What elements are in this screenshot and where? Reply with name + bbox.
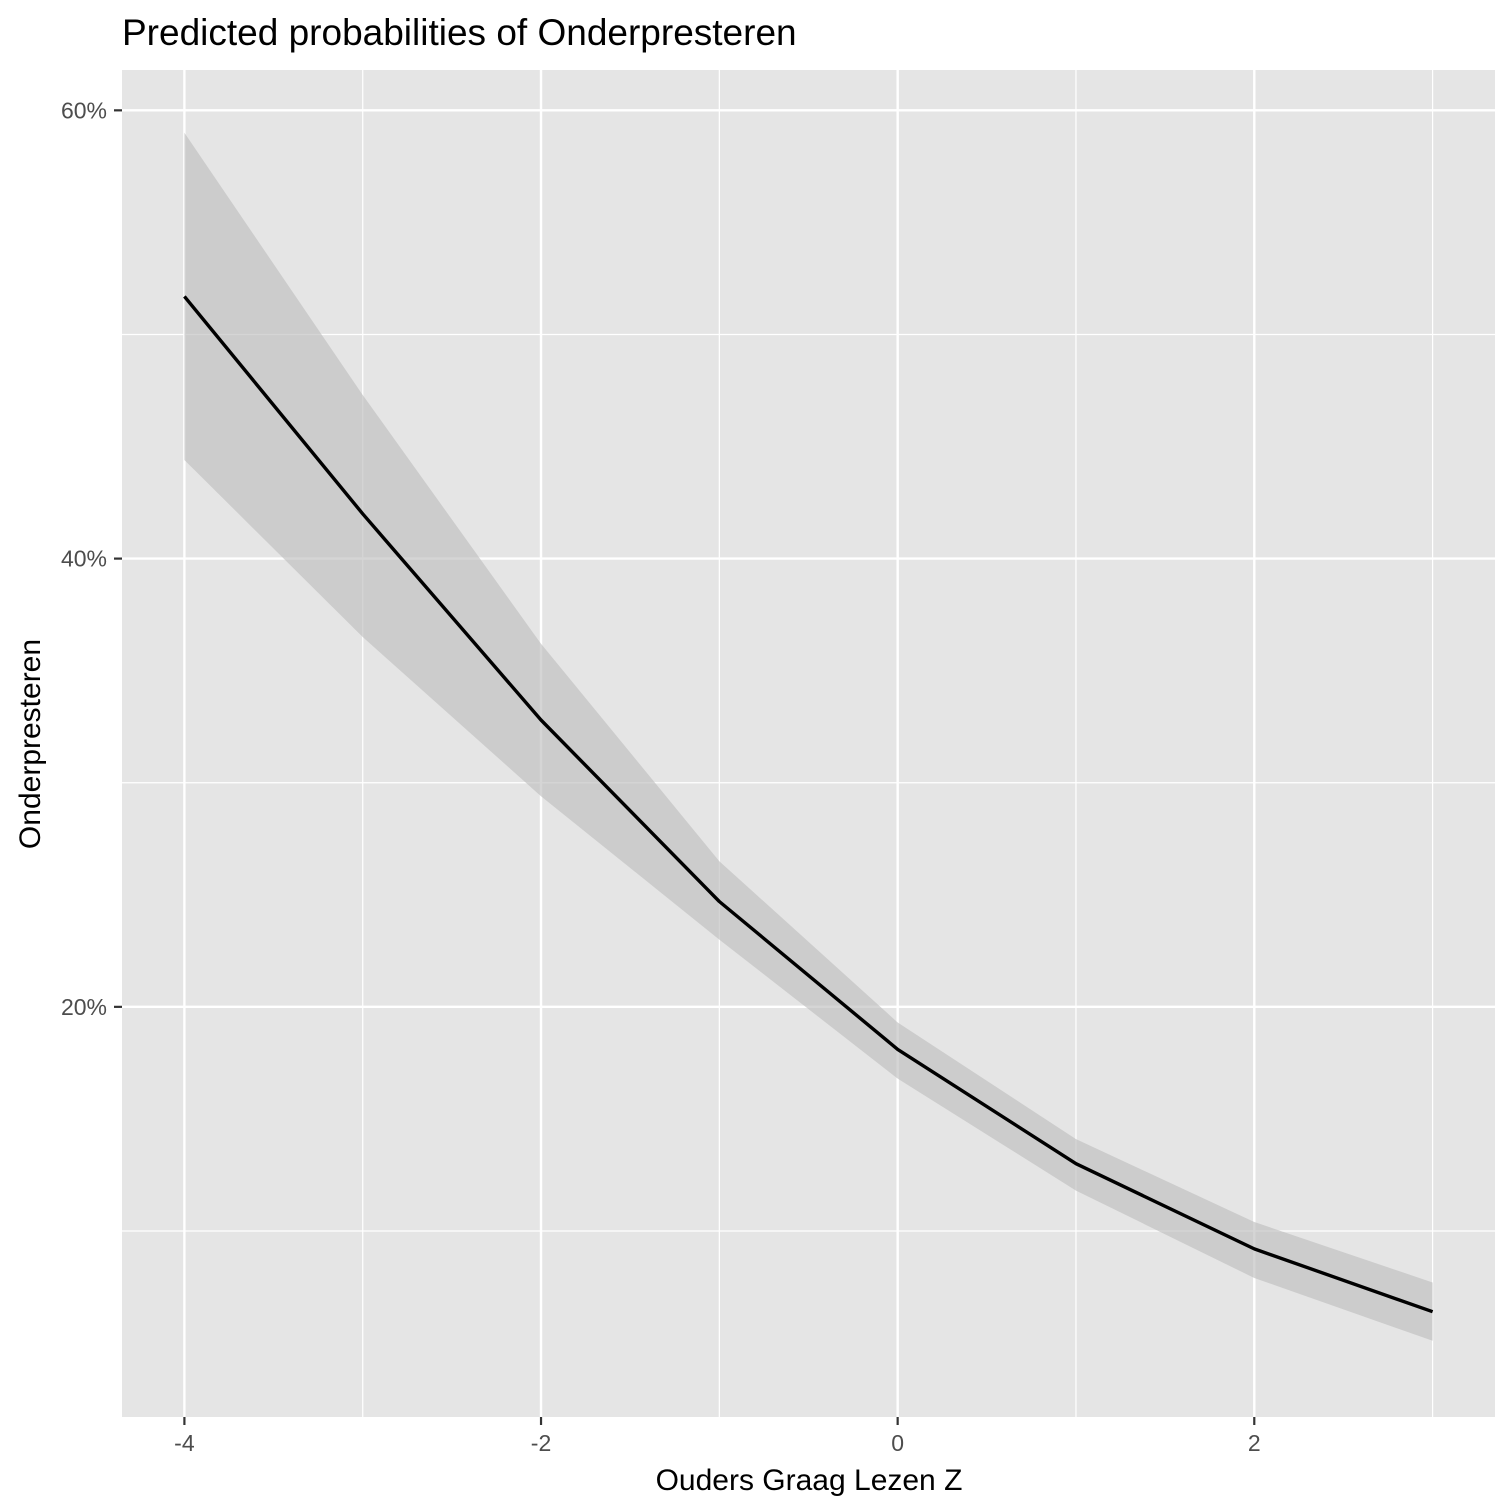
y-axis: 20% 40% 60%: [61, 97, 122, 1020]
x-tick-label: 2: [1248, 1430, 1261, 1456]
y-axis-title: Onderpresteren: [14, 639, 47, 849]
x-tick-label: 0: [891, 1430, 904, 1456]
x-axis: -4 -2 0 2: [174, 1417, 1261, 1456]
chart-title: Predicted probabilities of Onderprestere…: [122, 12, 797, 53]
minor-gridlines: [122, 70, 1495, 1417]
plot-panel: [122, 70, 1495, 1417]
y-tick-label: 60%: [61, 97, 107, 123]
x-tick-label: -2: [531, 1430, 551, 1456]
prediction-points: [184, 296, 1433, 1312]
y-tick-label: 40%: [61, 546, 107, 572]
y-tick-label: 20%: [61, 994, 107, 1020]
prediction-line: [183, 295, 1434, 1314]
x-tick-label: -4: [174, 1430, 195, 1456]
x-axis-title: Ouders Graag Lezen Z: [656, 1464, 963, 1497]
